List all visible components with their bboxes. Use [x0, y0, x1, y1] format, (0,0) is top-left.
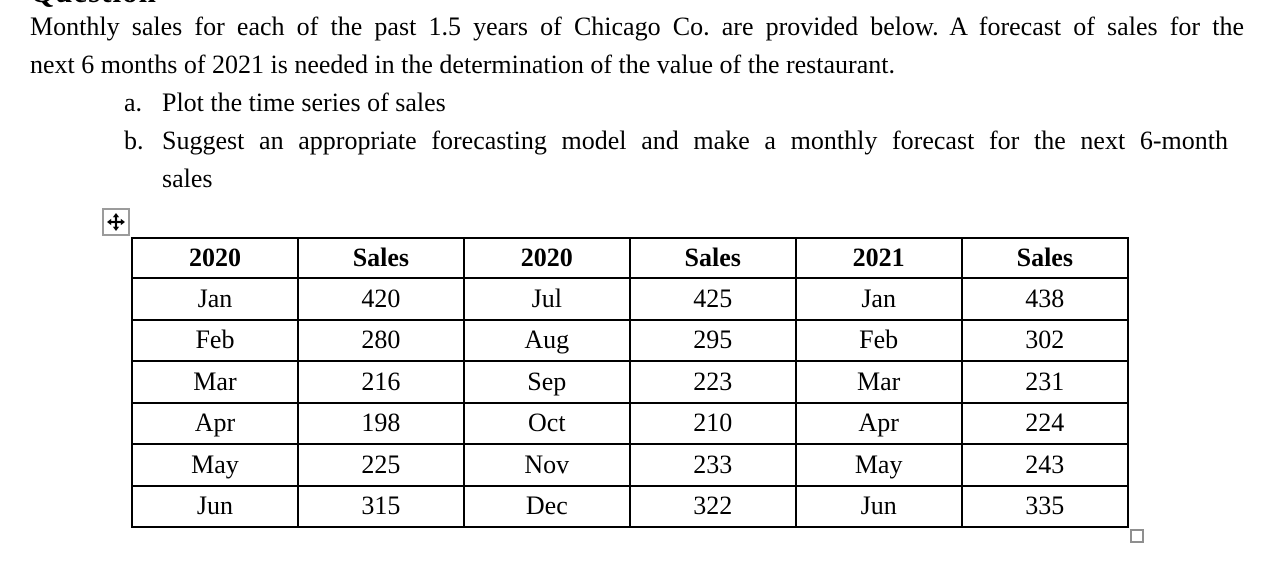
cell-value[interactable]: 243 [960, 443, 1130, 487]
clipped-heading: Question [30, 0, 450, 9]
header-cell-2021[interactable]: 2021 [794, 237, 963, 279]
table-resize-handle[interactable] [1130, 529, 1144, 543]
header-cell-sales-2021[interactable]: Sales [960, 237, 1130, 279]
list-item-b: b. Suggest an appropriate forecasting mo… [0, 122, 1272, 160]
table-row: Jan 420 Jul 425 Jan 438 [131, 277, 1130, 321]
cell-value[interactable]: 425 [628, 277, 797, 321]
question-list: a. Plot the time series of sales b. Sugg… [0, 84, 1272, 198]
cell-month[interactable]: Dec [462, 484, 631, 528]
cell-value[interactable]: 322 [628, 484, 797, 528]
cell-value[interactable]: 224 [960, 401, 1130, 445]
cell-month[interactable]: Mar [794, 360, 963, 404]
list-marker-b: b. [124, 126, 144, 155]
cell-value[interactable]: 223 [628, 360, 797, 404]
cell-month[interactable]: May [794, 443, 963, 487]
list-item-b-text-line-1: Suggest an appropriate forecasting model… [162, 126, 1228, 155]
cell-month[interactable]: Mar [131, 360, 299, 404]
cell-month[interactable]: Feb [131, 318, 299, 362]
cell-month[interactable]: Oct [462, 401, 631, 445]
table-row: Jun 315 Dec 322 Jun 335 [131, 484, 1130, 528]
table-row: May 225 Nov 233 May 243 [131, 443, 1130, 487]
cell-month[interactable]: Jan [131, 277, 299, 321]
list-item-b-continuation: sales [0, 160, 1272, 198]
cell-value[interactable]: 210 [628, 401, 797, 445]
cell-value[interactable]: 295 [628, 318, 797, 362]
cell-value[interactable]: 198 [296, 401, 465, 445]
clipped-heading-text: Question [30, 0, 450, 9]
cell-value[interactable]: 231 [960, 360, 1130, 404]
intro-line-2: next 6 months of 2021 is needed in the d… [30, 50, 895, 79]
cell-month[interactable]: Aug [462, 318, 631, 362]
four-way-arrow-icon [107, 213, 125, 231]
cell-month[interactable]: Apr [794, 401, 963, 445]
cell-month[interactable]: May [131, 443, 299, 487]
list-marker-a: a. [124, 88, 143, 117]
table-row: Feb 280 Aug 295 Feb 302 [131, 318, 1130, 362]
intro-line-1: Monthly sales for each of the past 1.5 y… [30, 12, 1244, 41]
table-move-handle[interactable] [102, 208, 130, 236]
list-item-b-text-line-2: sales [162, 164, 213, 193]
cell-month[interactable]: Apr [131, 401, 299, 445]
sales-data-table: 2020 Sales 2020 Sales 2021 Sales Jan 420… [131, 237, 1130, 528]
header-cell-sales-h2[interactable]: Sales [628, 237, 797, 279]
cell-value[interactable]: 216 [296, 360, 465, 404]
table-row: Apr 198 Oct 210 Apr 224 [131, 401, 1130, 445]
cell-month[interactable]: Feb [794, 318, 963, 362]
cell-month[interactable]: Sep [462, 360, 631, 404]
cell-value[interactable]: 315 [296, 484, 465, 528]
table-row: Mar 216 Sep 223 Mar 231 [131, 360, 1130, 404]
cell-value[interactable]: 438 [960, 277, 1130, 321]
cell-month[interactable]: Jul [462, 277, 631, 321]
header-cell-sales-h1[interactable]: Sales [296, 237, 465, 279]
cell-value[interactable]: 335 [960, 484, 1130, 528]
list-item-a: a. Plot the time series of sales [0, 84, 1272, 122]
cell-value[interactable]: 420 [296, 277, 465, 321]
cell-month[interactable]: Jun [794, 484, 963, 528]
list-item-a-text: Plot the time series of sales [162, 88, 446, 117]
cell-month[interactable]: Jun [131, 484, 299, 528]
table-header-row: 2020 Sales 2020 Sales 2021 Sales [131, 237, 1130, 279]
cell-month[interactable]: Nov [462, 443, 631, 487]
header-cell-2020-h2[interactable]: 2020 [462, 237, 631, 279]
cell-value[interactable]: 280 [296, 318, 465, 362]
header-cell-2020-h1[interactable]: 2020 [131, 237, 299, 279]
cell-month[interactable]: Jan [794, 277, 963, 321]
intro-paragraph: Monthly sales for each of the past 1.5 y… [30, 8, 1244, 84]
cell-value[interactable]: 233 [628, 443, 797, 487]
cell-value[interactable]: 302 [960, 318, 1130, 362]
cell-value[interactable]: 225 [296, 443, 465, 487]
